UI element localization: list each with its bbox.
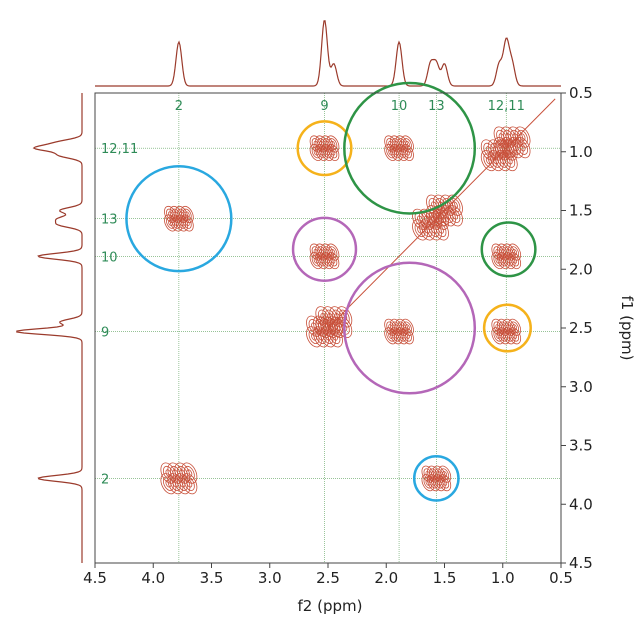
highlight-ellipse xyxy=(480,221,537,278)
diagonal-peak xyxy=(315,306,353,338)
peak-labels: 2 2 9 9 10 10 13 13 12,11 12,11 xyxy=(101,99,525,487)
highlight-ellipse xyxy=(296,120,353,177)
diagonal-peak xyxy=(493,126,531,159)
cross-peak xyxy=(384,318,414,345)
cross-peak xyxy=(384,135,414,161)
x-tick-label: 0.5 xyxy=(549,569,573,587)
cross-peak xyxy=(491,318,522,345)
y-axis-title: f1 (ppm) xyxy=(618,296,636,361)
diagonal-trace xyxy=(327,98,556,329)
y-tick-label: 2.0 xyxy=(569,260,593,278)
x-tick-label: 2.5 xyxy=(316,569,340,587)
peak-label-left: 12,11 xyxy=(101,142,138,157)
cross-peak xyxy=(164,205,194,232)
highlight-ellipse xyxy=(343,261,477,395)
y-tick-label: 1.0 xyxy=(569,143,593,161)
peak-label-left: 13 xyxy=(101,213,118,228)
peak-label-left: 9 xyxy=(101,326,109,341)
y-tick-label: 0.5 xyxy=(569,84,593,102)
y-tick-label: 2.5 xyxy=(569,319,593,337)
y-tick-label: 3.5 xyxy=(569,437,593,455)
cross-peak xyxy=(491,243,522,270)
highlight-ellipse xyxy=(412,455,460,502)
highlight-ellipse xyxy=(482,303,532,353)
diagonal-peak xyxy=(160,462,198,495)
x-tick-label: 3.0 xyxy=(258,569,282,587)
y-axis-ticks: 0.5 1.0 1.5 2.0 2.5 3.0 3.5 4.0 4.5 xyxy=(561,84,593,572)
x-tick-label: 1.0 xyxy=(491,569,515,587)
cross-peak xyxy=(421,465,452,492)
x-axis-ticks: 4.5 4.0 3.5 3.0 2.5 2.0 1.5 1.0 0.5 xyxy=(83,563,573,587)
cross-peak xyxy=(309,135,340,161)
x-tick-label: 4.5 xyxy=(83,569,107,587)
peak-label-top: 2 xyxy=(175,99,183,114)
projection-spectra xyxy=(16,20,561,563)
peak-label-top: 10 xyxy=(391,99,408,114)
x-tick-label: 4.0 xyxy=(141,569,165,587)
peak-label-top: 13 xyxy=(428,99,445,114)
y-tick-label: 4.0 xyxy=(569,495,593,513)
y-tick-label: 1.5 xyxy=(569,202,593,220)
peak-label-top: 9 xyxy=(320,99,328,114)
x-axis-title: f2 (ppm) xyxy=(298,597,363,615)
x-tick-label: 3.5 xyxy=(200,569,224,587)
peak-label-left: 2 xyxy=(101,472,109,487)
cross-peak xyxy=(309,243,340,270)
y-tick-label: 4.5 xyxy=(569,554,593,572)
y-tick-label: 3.0 xyxy=(569,378,593,396)
left-projection-trace xyxy=(16,93,83,563)
top-projection-trace xyxy=(95,20,561,87)
x-tick-label: 1.5 xyxy=(433,569,457,587)
x-tick-label: 2.0 xyxy=(374,569,398,587)
highlight-ellipse xyxy=(343,81,477,215)
peak-label-left: 10 xyxy=(101,250,118,265)
highlight-ellipse xyxy=(125,165,233,273)
contour-peaks xyxy=(160,98,556,495)
peak-label-top: 12,11 xyxy=(488,99,525,114)
highlight-ellipse xyxy=(291,216,358,282)
highlight-regions xyxy=(125,81,537,502)
